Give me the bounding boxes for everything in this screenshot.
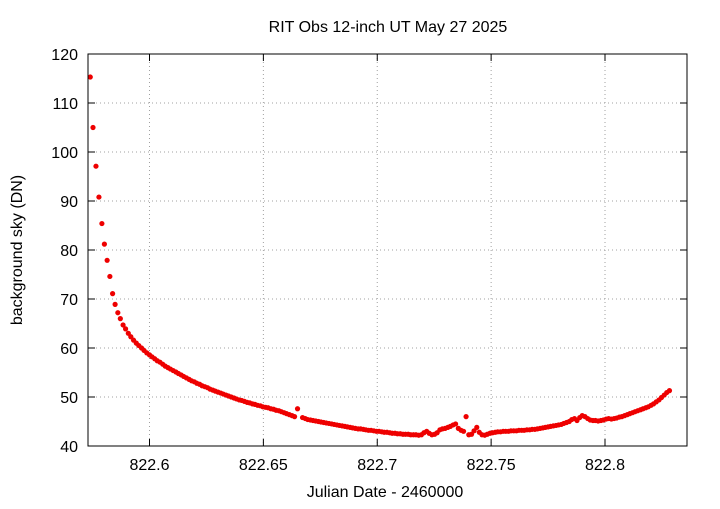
- x-tick-label: 822.6: [129, 457, 169, 474]
- data-point: [93, 163, 99, 169]
- y-tick-labels: 40 50 60 70 80 90 100 110 120: [51, 47, 78, 456]
- data-point: [99, 220, 105, 227]
- data-point: [452, 421, 459, 427]
- y-tick-label: 80: [60, 243, 78, 260]
- data-point: [104, 257, 110, 263]
- y-tick-label: 40: [60, 439, 78, 456]
- data-point: [291, 414, 298, 420]
- y-tick-label: 70: [60, 292, 78, 309]
- data-point: [120, 322, 126, 328]
- plot-frame: [87, 53, 688, 447]
- data-points: [87, 74, 673, 438]
- data-point: [107, 273, 113, 280]
- data-point: [463, 414, 469, 420]
- data-point: [122, 326, 129, 332]
- data-point: [294, 406, 301, 412]
- data-point: [117, 316, 123, 322]
- y-tick-label: 60: [60, 341, 78, 358]
- data-point: [101, 241, 107, 247]
- y-tick-label: 100: [51, 145, 78, 162]
- data-point: [666, 388, 673, 394]
- data-point: [87, 74, 93, 80]
- x-tick-label: 822.75: [467, 457, 516, 474]
- data-point: [474, 424, 480, 430]
- chart-title: RIT Obs 12-inch UT May 27 2025: [269, 19, 508, 36]
- axis-ticks: [88, 53, 687, 447]
- x-tick-label: 822.65: [239, 457, 288, 474]
- y-axis-label: background sky (DN): [9, 175, 26, 325]
- y-tick-label: 120: [51, 47, 78, 64]
- y-tick-label: 50: [60, 390, 78, 407]
- y-tick-label: 110: [52, 96, 78, 113]
- data-point: [96, 194, 102, 200]
- x-tick-label: 822.7: [357, 457, 397, 474]
- x-axis-label: Julian Date - 2460000: [307, 484, 464, 501]
- data-point: [109, 291, 116, 297]
- data-point: [90, 124, 96, 131]
- y-tick-label: 90: [60, 194, 78, 211]
- data-point: [460, 428, 467, 434]
- x-tick-label: 822.8: [585, 457, 625, 474]
- x-tick-labels: 822.6 822.65 822.7 822.75 822.8: [129, 457, 625, 474]
- data-point: [115, 310, 121, 316]
- data-point: [112, 301, 118, 307]
- grid: [88, 54, 687, 446]
